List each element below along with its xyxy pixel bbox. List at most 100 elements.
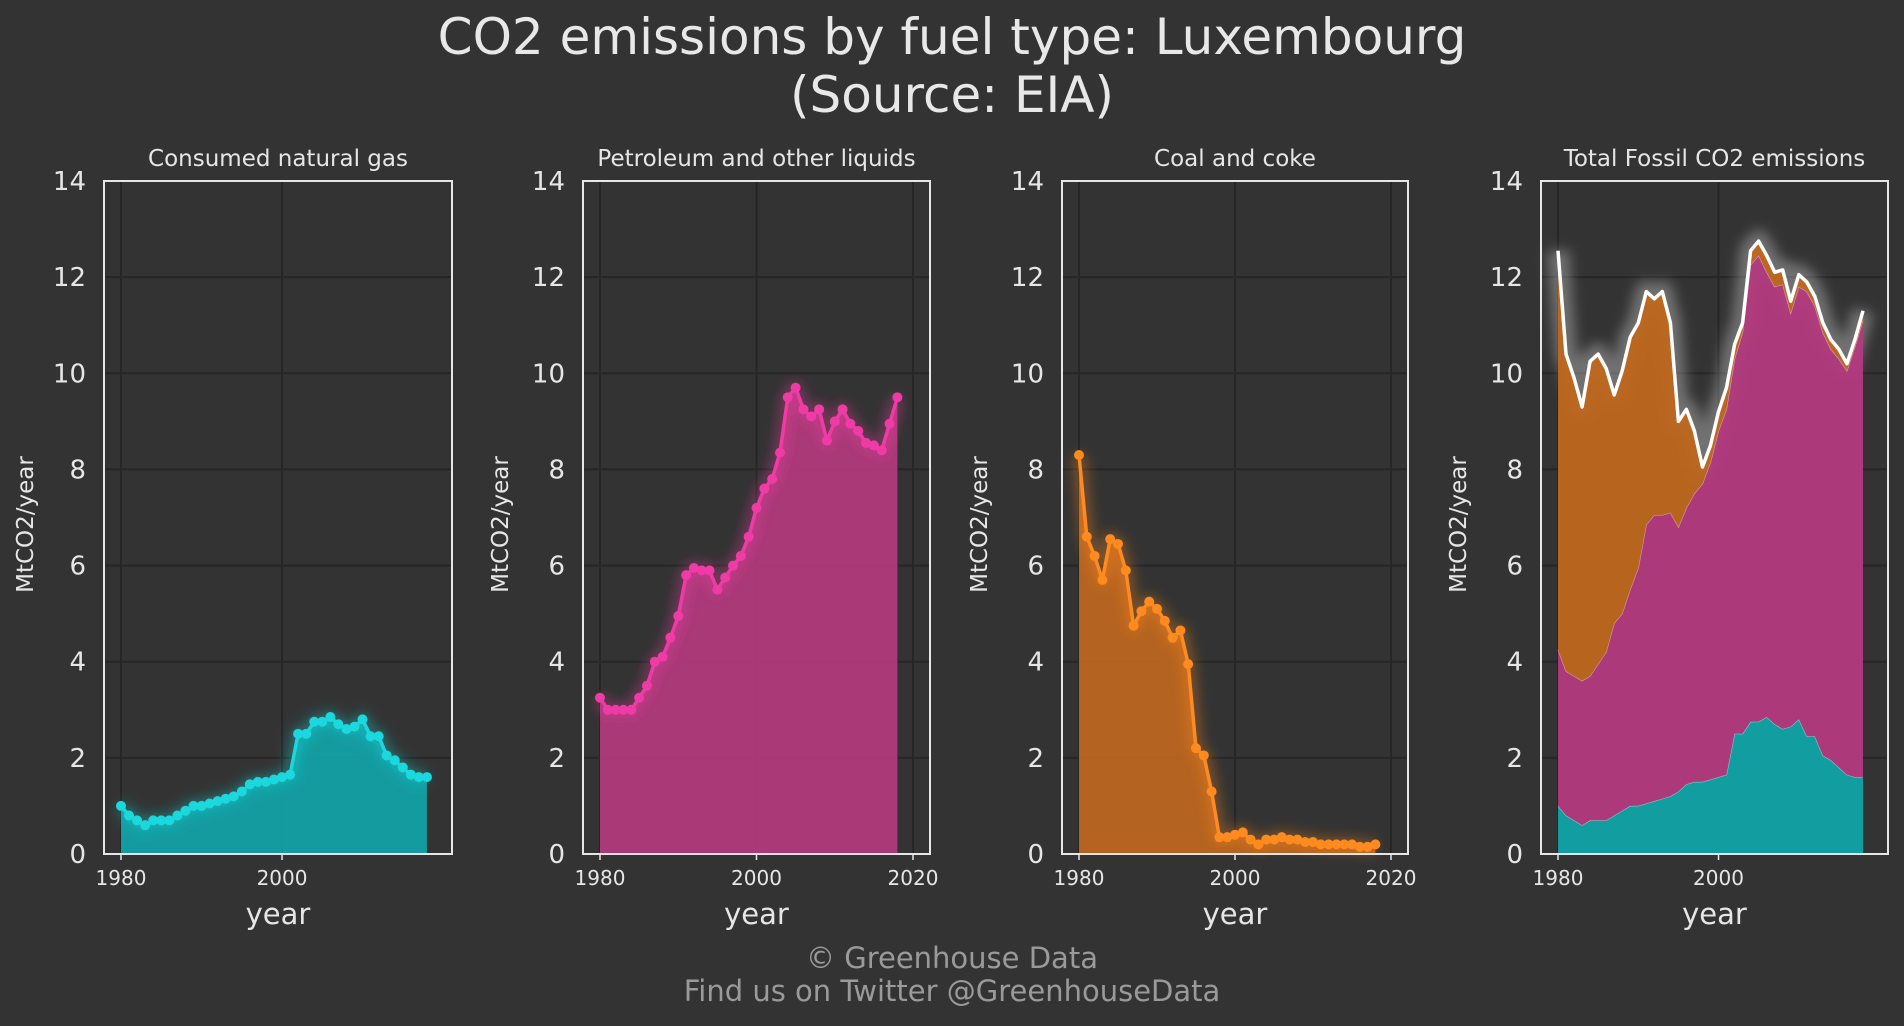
data-point: [293, 728, 304, 739]
data-point: [309, 716, 320, 727]
data-point: [782, 392, 793, 403]
data-point: [1339, 839, 1350, 850]
y-tick-label: 6: [548, 552, 565, 582]
data-point: [743, 531, 754, 542]
data-point: [861, 437, 872, 448]
data-point: [602, 704, 613, 715]
data-point: [1074, 450, 1084, 461]
data-point: [892, 392, 903, 403]
data-point: [853, 425, 864, 436]
plot-frame: [103, 180, 453, 855]
data-point: [618, 704, 629, 715]
panel-title: Consumed natural gas: [148, 146, 408, 172]
y-tick-label: 0: [548, 840, 565, 870]
data-point: [720, 572, 731, 583]
plot-area: [594, 380, 905, 854]
data-point: [1097, 574, 1108, 585]
data-point: [884, 418, 895, 429]
data-point: [868, 440, 879, 451]
data-point: [657, 651, 668, 662]
data-point: [1136, 606, 1147, 617]
data-point: [1230, 829, 1240, 840]
plot-area: [115, 710, 432, 854]
chart-title: CO2 emissions by fuel type: Luxembourg (…: [0, 8, 1904, 124]
data-point: [665, 632, 676, 643]
data-point: [681, 570, 692, 581]
data-point: [673, 611, 684, 622]
data-point: [1362, 841, 1373, 852]
y-tick-label: 4: [69, 648, 86, 678]
data-point: [180, 805, 191, 816]
data-point: [1370, 839, 1381, 850]
data-point: [1253, 839, 1264, 850]
stacked-area-petroleum: [1558, 255, 1863, 826]
data-point: [349, 721, 360, 732]
y-tick-label: 8: [548, 455, 565, 485]
stacked-area-gas: [1558, 717, 1863, 854]
x-axis-label: year: [246, 897, 311, 931]
y-tick-label: 4: [1506, 648, 1523, 678]
data-point: [381, 750, 392, 761]
x-tick-label: 2020: [1366, 866, 1417, 890]
y-tick-label: 10: [1490, 359, 1523, 389]
data-point: [116, 800, 126, 811]
data-point: [341, 724, 352, 735]
y-tick-label: 6: [1027, 552, 1044, 582]
data-point: [228, 791, 239, 802]
data-point: [1144, 596, 1155, 607]
data-point: [132, 815, 143, 826]
data-point: [845, 418, 856, 429]
title-line-2: (Source: EIA): [789, 66, 1115, 124]
y-tick-label: 6: [1506, 552, 1523, 582]
data-point: [397, 762, 408, 773]
data-point: [333, 719, 344, 730]
data-point: [704, 565, 715, 576]
data-point: [1089, 550, 1100, 561]
data-point: [285, 769, 296, 780]
data-point: [220, 793, 231, 804]
total-line: [1556, 239, 1865, 469]
y-tick-label: 4: [548, 648, 565, 678]
panel-title: Total Fossil CO2 emissions: [1563, 146, 1866, 172]
footer-twitter: Find us on Twitter @GreenhouseData: [683, 974, 1221, 1008]
series-area: [600, 387, 898, 854]
data-point: [1276, 832, 1287, 843]
x-tick-label: 2000: [257, 866, 308, 890]
data-point: [821, 435, 832, 446]
plot-frame: [582, 180, 931, 855]
data-point: [1167, 632, 1178, 643]
data-point: [1214, 832, 1225, 843]
data-point: [268, 774, 279, 785]
data-point: [164, 815, 175, 826]
y-tick-label: 6: [69, 552, 86, 582]
data-point: [389, 755, 400, 766]
data-point: [301, 728, 312, 739]
data-point: [188, 800, 199, 811]
data-point: [212, 796, 223, 807]
data-point: [1128, 620, 1139, 631]
data-point: [140, 820, 151, 831]
chart-panel-3: 0 2 4 6 8 10 12 14 1980 2000 2020 Coal and coke year…: [967, 146, 1416, 931]
data-point: [277, 772, 288, 783]
data-point: [759, 483, 770, 494]
y-tick-label: 12: [532, 263, 565, 293]
data-point: [1354, 841, 1365, 852]
data-point: [696, 565, 707, 576]
data-point: [1347, 839, 1357, 850]
data-point: [798, 404, 809, 415]
y-tick-label: 12: [53, 263, 86, 293]
x-tick-label: 2000: [1210, 866, 1261, 890]
y-tick-label: 10: [532, 359, 565, 389]
data-point: [1159, 615, 1170, 626]
data-point: [421, 772, 432, 783]
x-tick-label: 1980: [575, 866, 626, 890]
data-point: [124, 810, 135, 821]
y-axis-label: MtCO2/year: [488, 456, 514, 593]
x-axis-label: year: [724, 897, 789, 931]
chart-panel-4: 0 2 4 6 8 10 12 14 1980 2000 Total Fossil CO2 emis…: [1446, 146, 1889, 931]
y-tick-label: 14: [1011, 167, 1044, 197]
data-point: [790, 382, 801, 393]
y-tick-label: 8: [1506, 455, 1523, 485]
data-point: [1261, 834, 1272, 845]
data-point: [814, 404, 825, 415]
